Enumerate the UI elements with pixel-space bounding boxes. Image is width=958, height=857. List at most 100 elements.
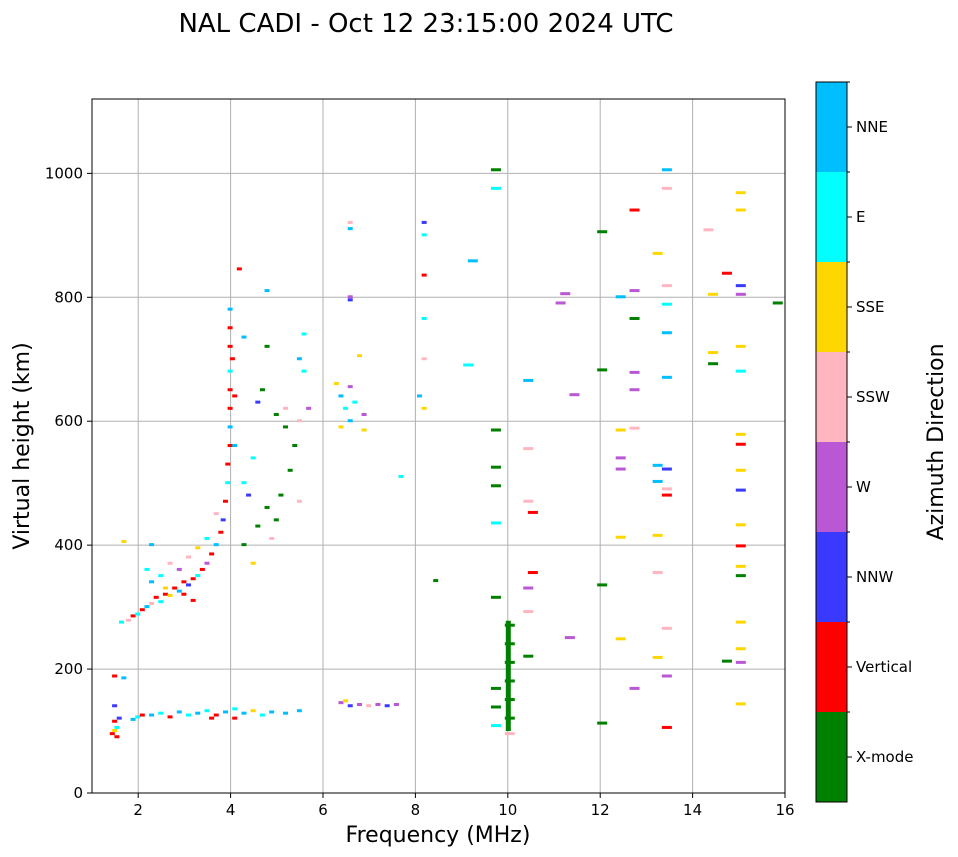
data-point-sse xyxy=(735,564,746,568)
data-point-ssw xyxy=(213,512,219,516)
colorbar: X-mode Vertical NNW W SSW SSE E NNE xyxy=(815,81,913,803)
data-point-e xyxy=(158,711,164,715)
data-point-e xyxy=(119,620,125,624)
colorbar-tick-label: W xyxy=(856,478,871,496)
data-point-vertical xyxy=(227,326,233,330)
data-point-ssw xyxy=(504,732,515,736)
data-point-nne xyxy=(227,307,233,311)
data-point-e xyxy=(398,474,404,478)
data-point-nne xyxy=(283,711,289,715)
data-point-nne xyxy=(149,543,155,547)
data-point-w xyxy=(560,292,571,296)
data-point-w xyxy=(629,289,640,293)
data-point-x-mode xyxy=(490,465,501,469)
data-point-vertical xyxy=(213,713,219,717)
data-point-sse xyxy=(652,533,663,537)
data-point-sse xyxy=(195,546,201,550)
data-point-x-mode xyxy=(292,444,298,447)
data-point-sse xyxy=(361,428,367,432)
colorbar-tick-label: NNE xyxy=(856,118,888,136)
data-point-w xyxy=(555,301,566,305)
x-tick-label: 10 xyxy=(498,801,517,819)
data-point-sse xyxy=(735,432,746,436)
x-tick-label: 12 xyxy=(591,801,610,819)
data-point-sse xyxy=(708,351,719,355)
data-point-ssw xyxy=(347,220,353,224)
data-point-nne xyxy=(338,394,344,398)
data-point-nne xyxy=(144,605,150,609)
data-point-nne xyxy=(296,709,302,713)
data-point-e xyxy=(114,725,120,729)
data-point-x-mode xyxy=(505,620,511,732)
data-point-sse xyxy=(735,620,746,624)
data-point-sse xyxy=(162,586,168,590)
data-point-e xyxy=(225,481,231,485)
data-point-nne xyxy=(467,259,478,263)
data-point-vertical xyxy=(735,442,746,446)
data-point-ssw xyxy=(652,571,663,575)
x-tick-label: 4 xyxy=(226,801,236,819)
colorbar-swatch-nnw xyxy=(816,532,847,622)
colorbar-swatch-w xyxy=(816,442,847,532)
data-point-e xyxy=(259,713,265,717)
data-point-x-mode xyxy=(255,524,261,528)
data-point-vertical xyxy=(527,510,538,514)
data-point-ssw xyxy=(661,186,672,190)
grid xyxy=(92,99,786,794)
data-point-x-mode xyxy=(597,368,608,372)
data-point-x-mode xyxy=(490,484,501,488)
data-point-vertical xyxy=(222,499,228,503)
data-point-e xyxy=(421,233,427,237)
data-point-w xyxy=(523,586,534,590)
data-point-vertical xyxy=(527,571,538,575)
data-point-sse xyxy=(333,382,339,386)
data-point-vertical xyxy=(130,614,136,618)
data-point-vertical xyxy=(218,530,224,534)
data-point-vertical xyxy=(139,608,145,612)
data-point-x-mode xyxy=(490,168,501,172)
data-point-sse xyxy=(735,208,746,212)
data-point-vertical xyxy=(167,715,173,719)
data-point-e xyxy=(421,316,427,320)
data-point-nne xyxy=(176,589,182,593)
data-point-x-mode xyxy=(264,344,270,348)
data-point-nne xyxy=(149,713,155,717)
data-point-sse xyxy=(343,699,349,703)
colorbar-tick-label: SSE xyxy=(856,298,885,316)
data-point-w xyxy=(629,388,640,392)
data-point-x-mode xyxy=(721,659,732,663)
data-point-nne xyxy=(661,375,672,379)
data-point-e xyxy=(195,574,201,578)
chart-title: NAL CADI - Oct 12 23:15:00 2024 UTC xyxy=(178,9,673,39)
data-point-nne xyxy=(213,543,219,547)
data-point-x-mode xyxy=(490,428,501,432)
data-point-ssw xyxy=(523,447,534,451)
colorbar-swatch-ssw xyxy=(816,352,847,442)
data-point-nnw xyxy=(661,467,672,471)
colorbar-tick-label: E xyxy=(856,208,865,226)
data-point-w xyxy=(347,385,353,389)
data-point-vertical xyxy=(109,732,115,736)
data-point-sse xyxy=(708,292,719,296)
data-point-nnw xyxy=(735,284,746,288)
data-point-w xyxy=(615,456,626,460)
data-point-vertical xyxy=(227,406,233,410)
colorbar-swatch-vertical xyxy=(816,622,847,712)
data-point-w xyxy=(356,703,362,707)
data-point-x-mode xyxy=(241,543,247,547)
axis-ticks: 2 4 6 8 10 12 14 16 0 200 400 600 800 1000 xyxy=(45,164,795,819)
data-point-e xyxy=(135,715,141,719)
data-point-ssw xyxy=(296,419,302,423)
data-point-e xyxy=(490,186,501,190)
data-point-ssw xyxy=(283,406,289,410)
data-point-e xyxy=(158,574,164,578)
colorbar-tick-label: Vertical xyxy=(856,658,912,676)
data-point-sse xyxy=(338,425,344,429)
data-point-nnw xyxy=(220,518,226,522)
colorbar-tick-label: NNW xyxy=(856,568,893,586)
data-point-vertical xyxy=(225,462,231,466)
data-point-e xyxy=(343,406,349,410)
data-point-nnw xyxy=(347,298,353,302)
data-point-ssw xyxy=(703,228,714,232)
data-point-nne xyxy=(222,710,228,714)
